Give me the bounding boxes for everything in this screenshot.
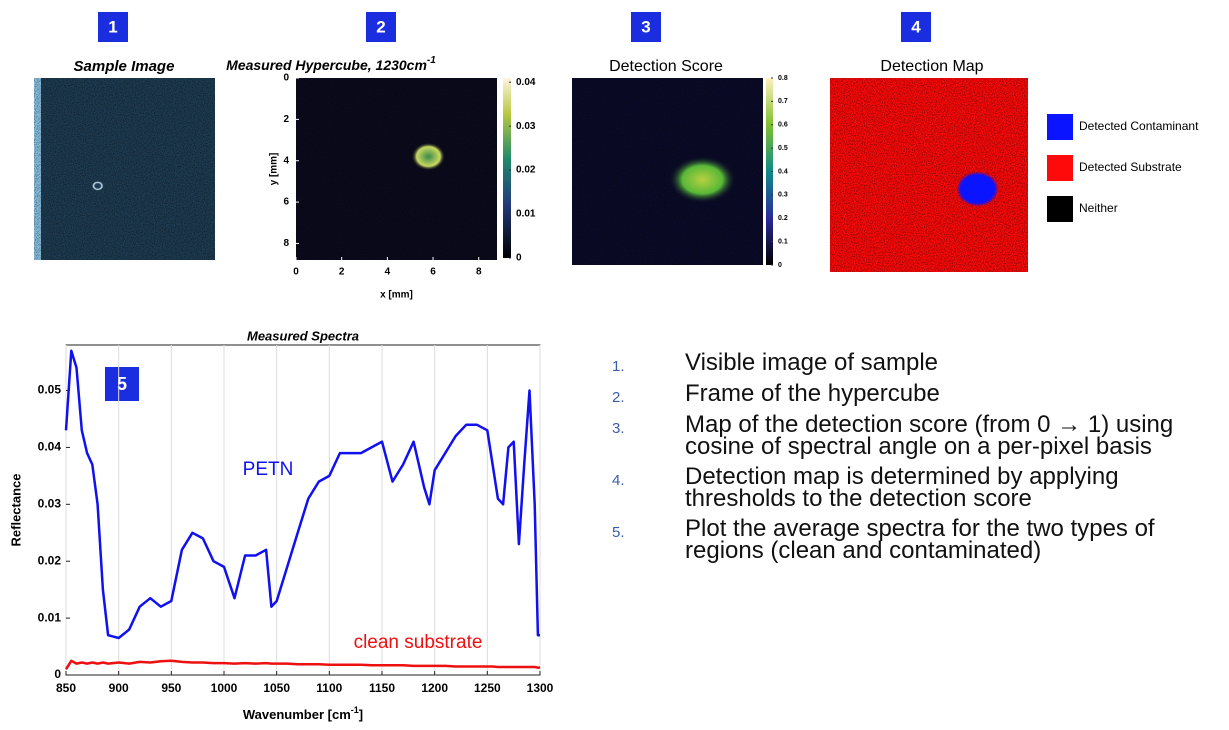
y-axis-label: y [mm] bbox=[269, 153, 280, 186]
x-tick-label: 900 bbox=[109, 681, 129, 695]
line-series bbox=[64, 659, 540, 670]
x-tick-label: 6 bbox=[430, 267, 436, 278]
note-number: 2. bbox=[612, 389, 625, 406]
x-tick-label: 1100 bbox=[316, 681, 342, 695]
y-tick-label: 8 bbox=[283, 238, 289, 249]
badge-label: 3 bbox=[641, 17, 650, 36]
colorbar bbox=[503, 78, 511, 258]
note-item: 3. Map of the detection score (from 0 → 1… bbox=[612, 411, 1224, 460]
x-axis-label: x [mm] bbox=[380, 290, 413, 301]
y-tick-label: 0 bbox=[54, 667, 61, 681]
colorbar-tick-label: 0.01 bbox=[516, 209, 536, 220]
y-axis-label: Reflectance bbox=[8, 474, 23, 547]
sample-image bbox=[34, 78, 215, 260]
badge bbox=[901, 12, 931, 42]
y-tick-label: 0.02 bbox=[38, 553, 62, 567]
series-label: PETN bbox=[243, 459, 294, 480]
legend-label: Detected Contaminant bbox=[1079, 119, 1199, 133]
panel-title: Measured Hypercube, 1230cm-1 bbox=[226, 55, 436, 73]
note-number: 3. bbox=[612, 420, 625, 437]
x-axis-label-text: Wavenumber [cm bbox=[243, 707, 351, 722]
colorbar-tick-label: 0.3 bbox=[778, 192, 788, 199]
x-tick-label: 4 bbox=[385, 267, 391, 278]
y-tick-label: 0.01 bbox=[38, 610, 62, 624]
y-tick-label: 4 bbox=[283, 155, 289, 166]
x-tick-label: 1250 bbox=[474, 681, 501, 695]
x-tick-label: 1200 bbox=[421, 681, 448, 695]
x-tick-label: 1050 bbox=[263, 681, 290, 695]
badge bbox=[98, 12, 128, 42]
score-image bbox=[572, 78, 773, 265]
y-tick-label: 0 bbox=[283, 73, 289, 84]
x-tick-label: 1000 bbox=[211, 681, 238, 695]
panel-title: Sample Image bbox=[74, 58, 175, 75]
note-number: 1. bbox=[612, 358, 625, 375]
badge bbox=[631, 12, 661, 42]
badge-label: 1 bbox=[108, 17, 117, 36]
detection-map bbox=[830, 78, 1028, 272]
y-tick-label: 0.05 bbox=[38, 383, 62, 397]
legend-label: Detected Substrate bbox=[1079, 160, 1182, 174]
note-text: Map of the detection score (from 0 → 1) … bbox=[685, 411, 1174, 460]
line-series bbox=[64, 349, 540, 640]
x-axis-label: Wavenumber [cm-1] bbox=[243, 705, 363, 722]
colorbar-tick-label: 0 bbox=[778, 262, 782, 269]
note-text: Frame of the hypercube bbox=[685, 380, 940, 407]
x-tick-label: 950 bbox=[161, 681, 181, 695]
legend-swatch bbox=[1047, 114, 1073, 140]
colorbar-tick-label: 0.1 bbox=[778, 238, 788, 245]
y-tick-label: 6 bbox=[283, 197, 289, 208]
x-axis-label-end: ] bbox=[359, 707, 363, 722]
panel-title: Detection Score bbox=[609, 58, 723, 75]
colorbar-tick-label: 0.5 bbox=[778, 145, 788, 152]
y-tick-label: 0.03 bbox=[38, 496, 62, 510]
colorbar-tick-label: 0.04 bbox=[516, 77, 536, 88]
chart-title: Measured Spectra bbox=[247, 328, 359, 343]
badge bbox=[366, 12, 396, 42]
note-text: Visible image of sample bbox=[685, 349, 939, 376]
note-text: Detection map is determined by applying … bbox=[685, 463, 1119, 512]
colorbar-tick-label: 0 bbox=[516, 253, 522, 264]
note-item: 2. Frame of the hypercube bbox=[612, 380, 1224, 407]
x-tick-label: 1300 bbox=[527, 681, 554, 695]
badge-label: 2 bbox=[376, 17, 385, 36]
badge-label: 4 bbox=[911, 17, 921, 36]
note-item: 5. Plot the average spectra for the two t… bbox=[612, 515, 1224, 564]
hypercube-image bbox=[296, 78, 511, 260]
badge-label: 5 bbox=[117, 374, 127, 394]
colorbar-tick-label: 0.8 bbox=[778, 75, 788, 82]
panel-title-sup: -1 bbox=[427, 55, 436, 66]
colorbar bbox=[766, 78, 773, 265]
y-tick-label: 2 bbox=[283, 114, 289, 125]
badge bbox=[105, 367, 139, 401]
colorbar-tick-label: 0.02 bbox=[516, 165, 536, 176]
colorbar-tick-label: 0.2 bbox=[778, 215, 788, 222]
note-item: 4. Detection map is determined by applyin… bbox=[612, 463, 1224, 512]
colorbar-tick-label: 0.03 bbox=[516, 121, 536, 132]
note-item: 1. Visible image of sample bbox=[612, 349, 1224, 376]
y-tick-label: 0.04 bbox=[38, 440, 62, 454]
note-number: 4. bbox=[612, 472, 625, 489]
x-tick-label: 1150 bbox=[369, 681, 395, 695]
note-text: Plot the average spectra for the two typ… bbox=[685, 515, 1155, 564]
legend-label: Neither bbox=[1079, 201, 1118, 215]
colorbar-tick-label: 0.6 bbox=[778, 122, 788, 129]
legend-swatch bbox=[1047, 155, 1073, 181]
colorbar-tick-label: 0.4 bbox=[778, 168, 788, 175]
notes-list: 1. Visible image of sample 2. Frame of the … bbox=[612, 349, 1224, 570]
x-tick-label: 0 bbox=[293, 267, 299, 278]
x-tick-label: 850 bbox=[56, 681, 76, 695]
note-number: 5. bbox=[612, 524, 625, 541]
x-tick-label: 2 bbox=[339, 267, 345, 278]
colorbar-tick-label: 0.7 bbox=[778, 98, 788, 105]
series-label: clean substrate bbox=[354, 632, 483, 653]
legend-swatch bbox=[1047, 196, 1073, 222]
panel-title: Detection Map bbox=[880, 58, 983, 75]
x-axis-label-sup: -1 bbox=[351, 705, 359, 715]
panel-title-text: Measured Hypercube, 1230cm bbox=[226, 57, 427, 73]
x-tick-label: 8 bbox=[476, 267, 482, 278]
